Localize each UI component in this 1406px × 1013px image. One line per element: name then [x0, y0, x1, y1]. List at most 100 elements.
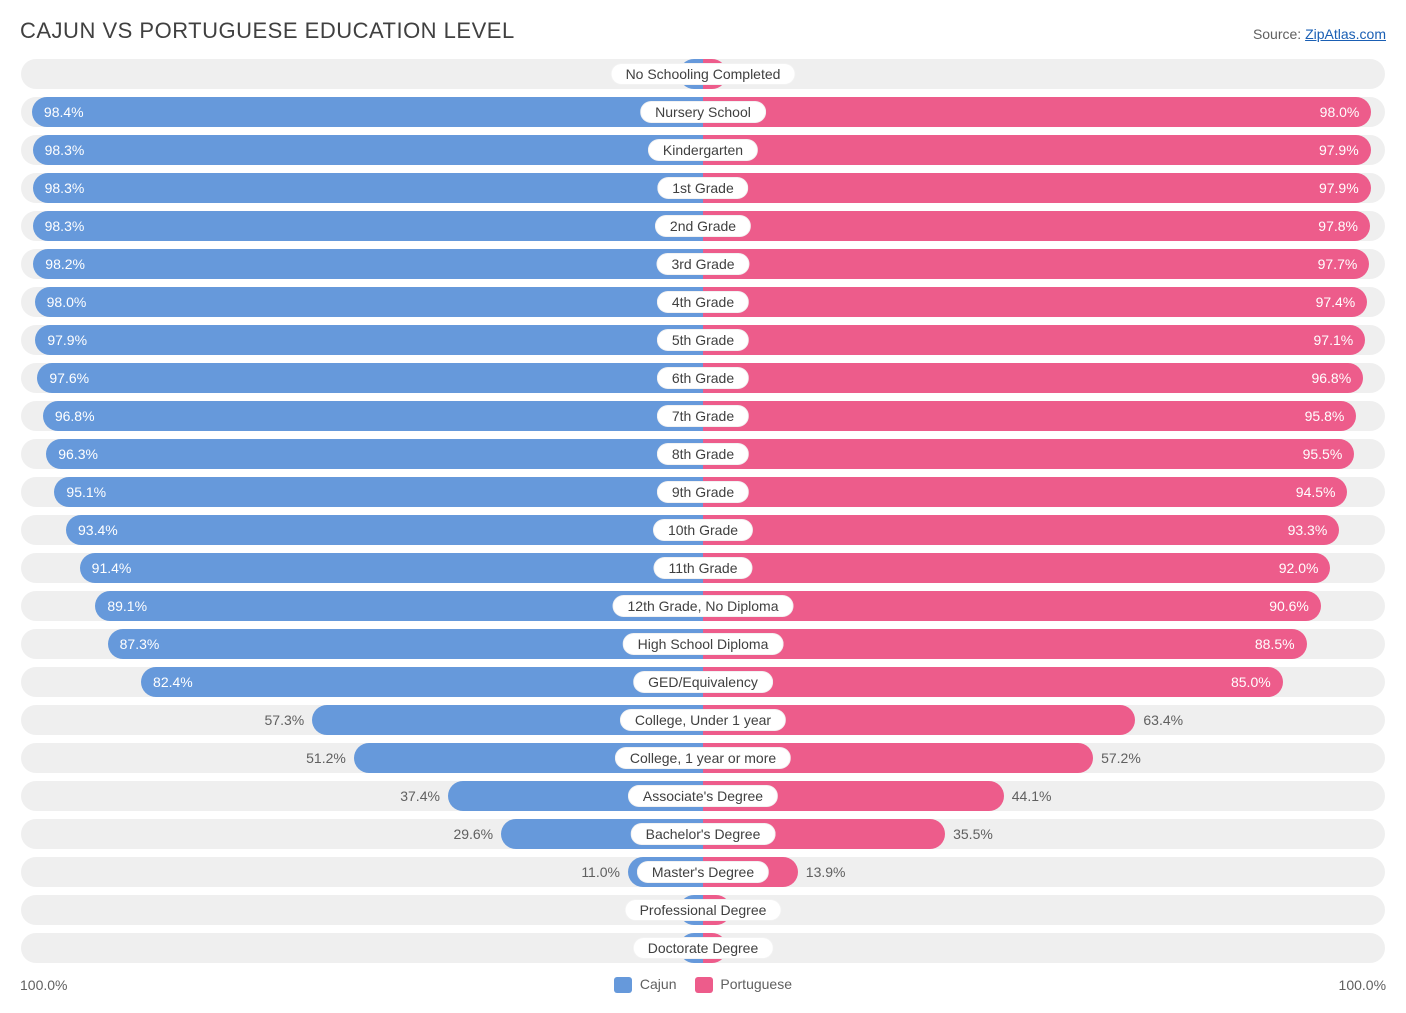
- category-label: Master's Degree: [637, 861, 769, 883]
- bar-right: 97.9%: [703, 173, 1371, 203]
- category-label: 7th Grade: [657, 405, 749, 427]
- chart-row: 91.4%92.0%11th Grade: [21, 553, 1385, 583]
- category-label: GED/Equivalency: [633, 671, 773, 693]
- chart-row: 3.4%4.1%Professional Degree: [21, 895, 1385, 925]
- category-label: 4th Grade: [657, 291, 749, 313]
- chart-row: 51.2%57.2%College, 1 year or more: [21, 743, 1385, 773]
- chart-row: 87.3%88.5%High School Diploma: [21, 629, 1385, 659]
- category-label: Kindergarten: [648, 139, 758, 161]
- category-label: Doctorate Degree: [633, 937, 774, 959]
- category-label: 5th Grade: [657, 329, 749, 351]
- bar-right: 93.3%: [703, 515, 1339, 545]
- chart-row: 82.4%85.0%GED/Equivalency: [21, 667, 1385, 697]
- value-label-left: 11.0%: [573, 857, 628, 887]
- bar-right: 95.5%: [703, 439, 1354, 469]
- category-label: No Schooling Completed: [611, 63, 796, 85]
- chart-row: 98.3%97.9%Kindergarten: [21, 135, 1385, 165]
- legend-swatch-left: [614, 977, 632, 993]
- bar-left: 87.3%: [108, 629, 703, 659]
- legend: Cajun Portuguese: [614, 976, 792, 993]
- bar-right: 88.5%: [703, 629, 1307, 659]
- chart-row: 98.4%98.0%Nursery School: [21, 97, 1385, 127]
- chart-row: 97.9%97.1%5th Grade: [21, 325, 1385, 355]
- bar-left: 95.1%: [54, 477, 703, 507]
- category-label: 8th Grade: [657, 443, 749, 465]
- chart-row: 98.3%97.9%1st Grade: [21, 173, 1385, 203]
- chart-row: 93.4%93.3%10th Grade: [21, 515, 1385, 545]
- source-label: Source:: [1253, 26, 1305, 42]
- chart-row: 89.1%90.6%12th Grade, No Diploma: [21, 591, 1385, 621]
- value-label-right: 35.5%: [945, 819, 1001, 849]
- bar-left: 97.6%: [37, 363, 703, 393]
- bar-left: 98.3%: [33, 211, 703, 241]
- bar-left: 97.9%: [35, 325, 703, 355]
- axis-right-max: 100.0%: [792, 977, 1386, 993]
- bar-left: 93.4%: [66, 515, 703, 545]
- bar-right: 92.0%: [703, 553, 1330, 583]
- bar-right: 97.1%: [703, 325, 1365, 355]
- legend-swatch-right: [695, 977, 713, 993]
- category-label: Professional Degree: [625, 899, 782, 921]
- value-label-left: 37.4%: [392, 781, 448, 811]
- category-label: 9th Grade: [657, 481, 749, 503]
- chart-row: 95.1%94.5%9th Grade: [21, 477, 1385, 507]
- chart-header: CAJUN VS PORTUGUESE EDUCATION LEVEL Sour…: [20, 10, 1386, 58]
- legend-label-left: Cajun: [640, 976, 677, 992]
- category-label: Nursery School: [640, 101, 766, 123]
- bar-left: 82.4%: [141, 667, 703, 697]
- category-label: 2nd Grade: [655, 215, 751, 237]
- category-label: 11th Grade: [653, 557, 752, 579]
- bar-right: 94.5%: [703, 477, 1347, 507]
- chart-row: 96.8%95.8%7th Grade: [21, 401, 1385, 431]
- value-label-right: 44.1%: [1004, 781, 1060, 811]
- bar-left: 98.4%: [32, 97, 703, 127]
- bar-right: 85.0%: [703, 667, 1283, 697]
- category-label: College, 1 year or more: [615, 747, 791, 769]
- chart-row: 96.3%95.5%8th Grade: [21, 439, 1385, 469]
- bar-left: 91.4%: [80, 553, 703, 583]
- source-attribution: Source: ZipAtlas.com: [1253, 26, 1386, 44]
- chart-footer: 100.0% Cajun Portuguese 100.0%: [20, 972, 1386, 993]
- category-label: High School Diploma: [623, 633, 784, 655]
- chart-row: 98.3%97.8%2nd Grade: [21, 211, 1385, 241]
- value-label-left: 29.6%: [445, 819, 501, 849]
- chart-row: 1.5%1.8%Doctorate Degree: [21, 933, 1385, 963]
- chart-row: 29.6% 35.5% Bachelor's Degree: [21, 819, 1385, 849]
- diverging-bar-chart: 1.7%2.1%No Schooling Completed98.4%98.0%…: [20, 58, 1386, 972]
- bar-right: 96.8%: [703, 363, 1363, 393]
- bar-left: 98.0%: [35, 287, 703, 317]
- legend-item-left: Cajun: [614, 976, 676, 993]
- bar-left: 96.3%: [46, 439, 703, 469]
- chart-row: 98.2%97.7%3rd Grade: [21, 249, 1385, 279]
- bar-right: 97.8%: [703, 211, 1370, 241]
- chart-row: 57.3% 63.4% College, Under 1 year: [21, 705, 1385, 735]
- bar-left: 98.3%: [33, 173, 703, 203]
- value-label-left: 57.3%: [257, 705, 313, 735]
- category-label: 1st Grade: [657, 177, 748, 199]
- chart-row: 11.0% 13.9% Master's Degree: [21, 857, 1385, 887]
- bar-right: 97.4%: [703, 287, 1367, 317]
- bar-right: 95.8%: [703, 401, 1356, 431]
- bar-right: 98.0%: [703, 97, 1371, 127]
- source-link[interactable]: ZipAtlas.com: [1305, 26, 1386, 42]
- category-label: Associate's Degree: [628, 785, 778, 807]
- category-label: 3rd Grade: [656, 253, 749, 275]
- value-label-right: 63.4%: [1135, 705, 1191, 735]
- category-label: 10th Grade: [653, 519, 753, 541]
- category-label: 12th Grade, No Diploma: [613, 595, 794, 617]
- axis-left-max: 100.0%: [20, 977, 614, 993]
- chart-title: CAJUN VS PORTUGUESE EDUCATION LEVEL: [20, 18, 515, 44]
- bar-right: 90.6%: [703, 591, 1321, 621]
- legend-item-right: Portuguese: [695, 976, 793, 993]
- chart-row: 37.4% 44.1% Associate's Degree: [21, 781, 1385, 811]
- category-label: College, Under 1 year: [620, 709, 786, 731]
- bar-right: 97.9%: [703, 135, 1371, 165]
- bar-right: 97.7%: [703, 249, 1369, 279]
- category-label: 6th Grade: [657, 367, 749, 389]
- chart-row: 1.7%2.1%No Schooling Completed: [21, 59, 1385, 89]
- bar-left: 98.2%: [33, 249, 703, 279]
- bar-left: 98.3%: [33, 135, 703, 165]
- value-label-right: 13.9%: [798, 857, 854, 887]
- value-label-right: 57.2%: [1093, 743, 1149, 773]
- category-label: Bachelor's Degree: [631, 823, 776, 845]
